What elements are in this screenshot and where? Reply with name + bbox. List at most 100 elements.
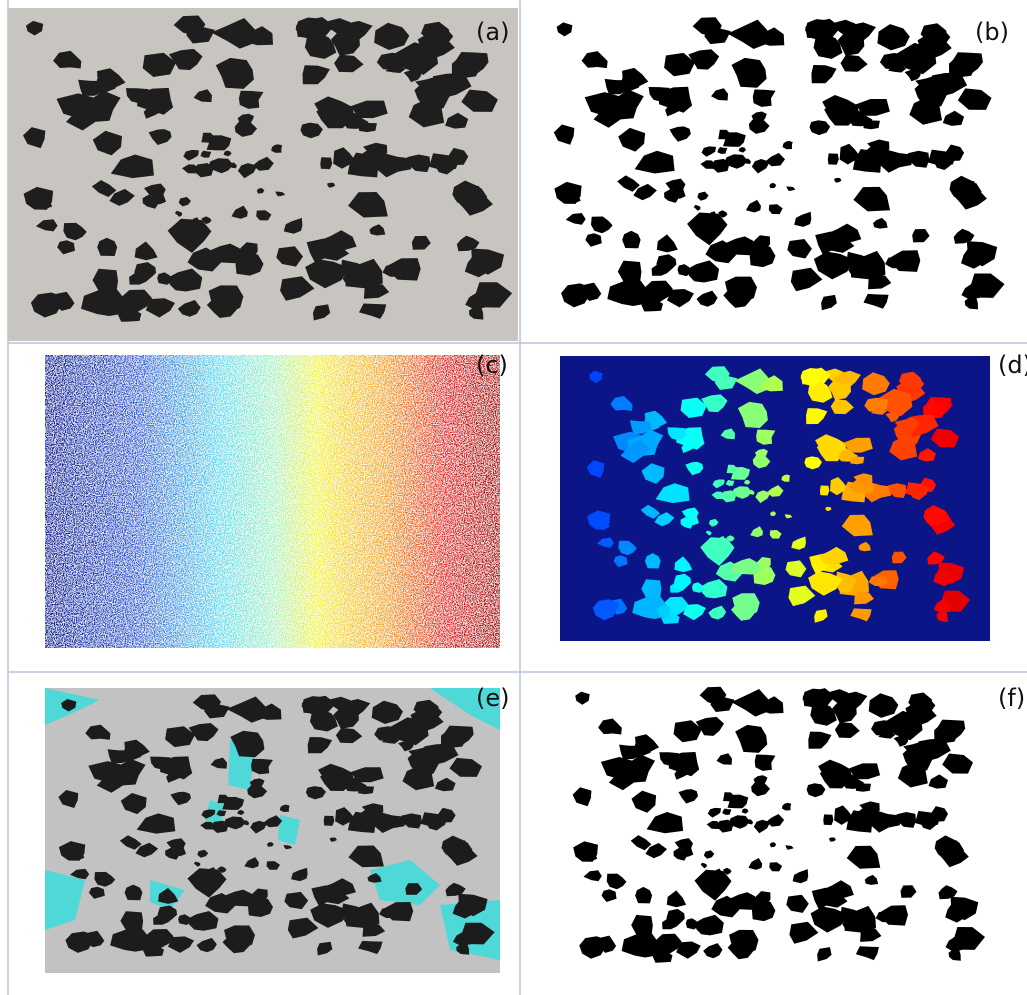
fragment bbox=[670, 126, 691, 141]
fragment bbox=[783, 141, 793, 149]
fragment bbox=[717, 753, 733, 765]
fragment bbox=[811, 65, 836, 83]
fragment bbox=[850, 457, 864, 465]
fragment bbox=[746, 200, 761, 213]
fragment bbox=[694, 205, 701, 211]
fragment bbox=[766, 153, 786, 166]
fragment bbox=[847, 846, 881, 869]
fragment bbox=[929, 774, 949, 788]
panel-label: (a) bbox=[476, 18, 509, 46]
fragment bbox=[697, 291, 718, 307]
fragment bbox=[877, 24, 909, 50]
fragment bbox=[657, 254, 677, 273]
fragment bbox=[834, 178, 841, 183]
fragment bbox=[635, 151, 675, 174]
fragment bbox=[942, 754, 973, 774]
fragment bbox=[755, 755, 776, 771]
fragment bbox=[856, 784, 871, 792]
fragment bbox=[561, 283, 592, 307]
fragment bbox=[898, 761, 928, 788]
fragment bbox=[807, 783, 826, 797]
fragment bbox=[828, 153, 839, 164]
panel-label: (c) bbox=[476, 351, 508, 379]
fragment bbox=[820, 486, 829, 496]
fragment bbox=[735, 725, 767, 753]
fragment bbox=[753, 90, 776, 107]
fragment bbox=[853, 187, 890, 212]
fragment bbox=[769, 183, 776, 188]
fragment bbox=[787, 239, 812, 259]
fragment bbox=[958, 88, 992, 110]
fragment bbox=[667, 890, 686, 907]
fragment bbox=[676, 942, 701, 959]
fragment bbox=[554, 182, 581, 204]
fragment bbox=[766, 814, 784, 827]
fragment bbox=[582, 51, 608, 68]
fragment bbox=[657, 234, 678, 252]
fragment bbox=[865, 875, 878, 885]
fragment bbox=[697, 192, 708, 201]
fragment bbox=[718, 130, 733, 141]
fragment bbox=[739, 147, 746, 153]
fragment bbox=[786, 895, 809, 913]
speckle-c bbox=[45, 355, 500, 648]
fragment bbox=[704, 850, 714, 859]
fragment bbox=[821, 295, 837, 310]
fragment bbox=[607, 874, 627, 890]
fragment bbox=[791, 268, 823, 292]
fragment bbox=[723, 792, 737, 802]
fragment bbox=[632, 791, 657, 813]
panel-label: (e) bbox=[476, 684, 510, 712]
fragment bbox=[631, 915, 653, 936]
fragment bbox=[688, 260, 719, 282]
fragment bbox=[782, 803, 791, 811]
fragment bbox=[701, 863, 707, 869]
fragment bbox=[573, 787, 592, 806]
fragment bbox=[579, 936, 607, 959]
fragment bbox=[703, 943, 722, 958]
fragment bbox=[359, 123, 377, 132]
fragment bbox=[897, 812, 917, 828]
fragment bbox=[591, 217, 613, 234]
fragment bbox=[618, 261, 642, 283]
fragment bbox=[794, 212, 811, 227]
fragment bbox=[943, 111, 964, 126]
fragment bbox=[752, 112, 767, 121]
fragment bbox=[711, 88, 728, 100]
fragment bbox=[598, 719, 622, 735]
fragment bbox=[557, 22, 573, 36]
fragment bbox=[752, 159, 770, 174]
fragment bbox=[823, 814, 833, 825]
fragment bbox=[667, 289, 694, 307]
fragment bbox=[708, 808, 721, 818]
fragment bbox=[912, 229, 929, 242]
fragment bbox=[554, 125, 575, 145]
fragment bbox=[635, 887, 652, 904]
image-e bbox=[45, 688, 500, 973]
fragment bbox=[864, 294, 889, 309]
fragment bbox=[324, 816, 335, 826]
fragment bbox=[769, 204, 783, 214]
fragment bbox=[841, 55, 868, 72]
fragment bbox=[631, 835, 652, 850]
fragment bbox=[909, 96, 942, 125]
photo-a bbox=[8, 8, 518, 341]
fragment bbox=[770, 842, 776, 847]
fragment bbox=[602, 889, 617, 902]
fragment bbox=[785, 845, 793, 849]
fragment bbox=[622, 231, 640, 249]
fragment bbox=[320, 157, 332, 169]
panel-label: (b) bbox=[975, 18, 1009, 46]
fragment bbox=[908, 151, 929, 168]
fragment bbox=[864, 120, 880, 129]
panel-label: (d) bbox=[998, 351, 1027, 379]
fragment bbox=[696, 915, 724, 936]
fragment bbox=[793, 869, 809, 883]
fragment bbox=[723, 288, 755, 308]
fragment bbox=[901, 885, 917, 898]
fragment bbox=[742, 808, 749, 813]
fragment bbox=[702, 146, 717, 156]
fragment bbox=[617, 175, 640, 191]
fragment bbox=[584, 870, 602, 881]
fragment bbox=[695, 870, 732, 901]
